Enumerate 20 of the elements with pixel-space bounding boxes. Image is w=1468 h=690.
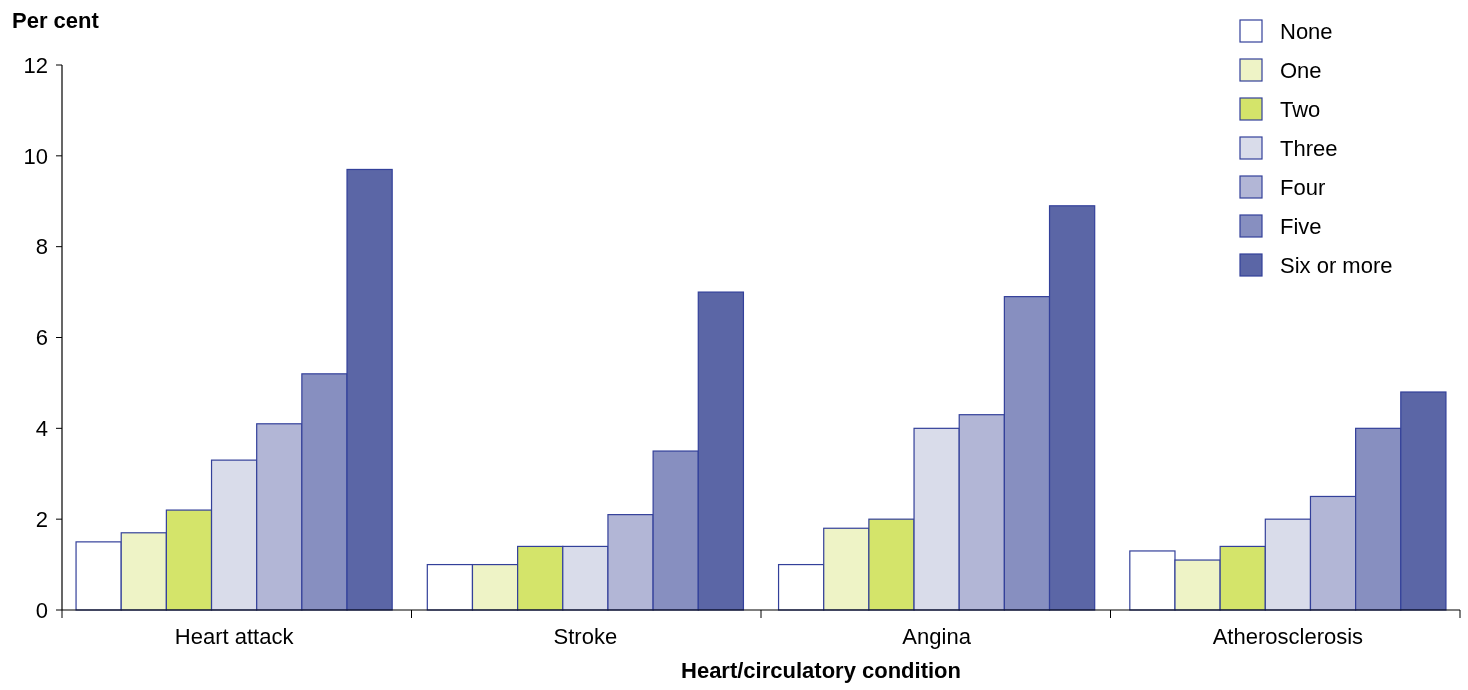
y-tick-label: 4 [35, 416, 48, 442]
x-axis-title: Heart/circulatory condition [681, 658, 961, 683]
legend-label: Five [1280, 213, 1322, 239]
legend-label: Six or more [1280, 252, 1393, 278]
x-tick-label: Angina [902, 624, 972, 649]
y-tick-label: 0 [35, 597, 48, 623]
x-tick-label: Stroke [553, 624, 618, 649]
legend-label: Two [1280, 96, 1321, 122]
y-tick-label: 10 [23, 143, 48, 169]
y-tick-label: 6 [35, 325, 48, 351]
legend-label: One [1280, 57, 1322, 83]
y-axis-title: Per cent [12, 8, 100, 33]
y-tick-label: 12 [23, 52, 48, 78]
y-tick-label: 2 [35, 506, 48, 532]
legend-label: Four [1280, 174, 1326, 200]
legend-label: Three [1280, 135, 1338, 161]
x-tick-label: Atherosclerosis [1212, 624, 1364, 649]
y-tick-label: 8 [35, 234, 48, 260]
legend-label: None [1280, 18, 1333, 44]
x-tick-label: Heart attack [174, 624, 295, 649]
